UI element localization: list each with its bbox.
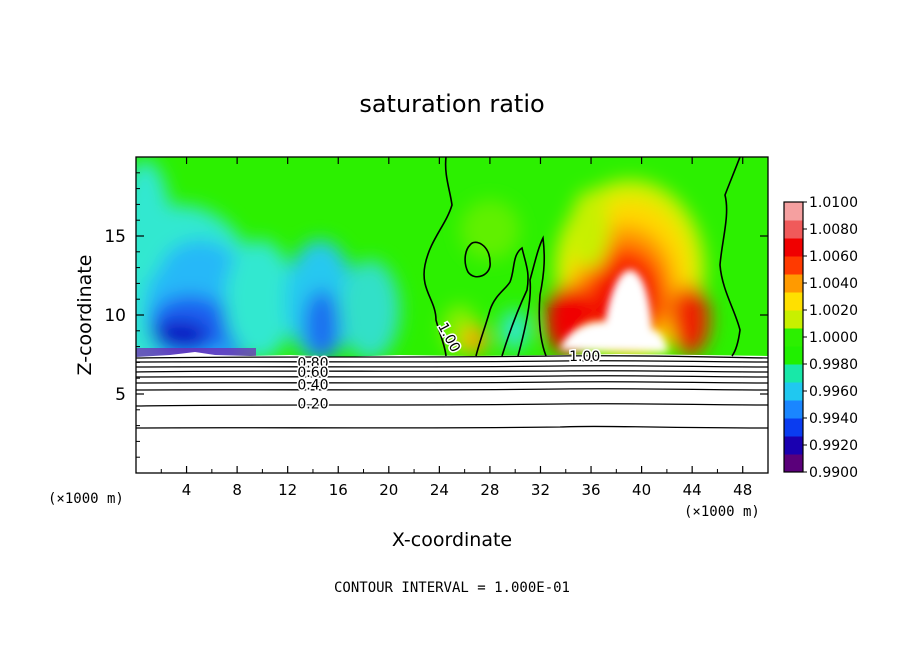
- contour-label: 1.00: [569, 349, 600, 365]
- colorbar-swatch: [784, 346, 803, 365]
- x-axis: 4 8 12 16 20 24 28 32 36 40 44 48: [160, 157, 752, 499]
- contour-lower-lines: [136, 355, 768, 429]
- x-tick-label: 8: [232, 481, 242, 499]
- lower-region: [136, 352, 768, 473]
- colorbar-tick-label: 0.9980: [809, 357, 858, 373]
- colorbar-swatch: [784, 274, 803, 293]
- colorbar-swatch: [784, 310, 803, 329]
- colorbar-tick-label: 1.0000: [809, 330, 858, 346]
- contour-label: 0.20: [297, 396, 328, 412]
- colorbar-swatch: [784, 418, 803, 437]
- x-tick-label: 12: [278, 481, 297, 499]
- y-axis: 5 10 15: [104, 172, 768, 458]
- colorbar-swatch: [784, 256, 803, 275]
- x-tick-label: 4: [182, 481, 192, 499]
- x-tick-label: 24: [430, 481, 449, 499]
- saturation-field: [136, 157, 768, 357]
- colorbar-tick-label: 1.0040: [809, 276, 858, 292]
- y-tick-label: 15: [104, 227, 126, 247]
- x-tick-label: 32: [531, 481, 550, 499]
- colorbar-swatch: [784, 400, 803, 419]
- contour-label: 0.80: [297, 355, 328, 371]
- colorbar-tick-label: 0.9900: [809, 465, 858, 481]
- x-unit-label-right: (×1000 m): [684, 504, 760, 520]
- colorbar-swatch: [784, 382, 803, 401]
- colorbar-swatch: [784, 292, 803, 311]
- colorbar-swatch: [784, 454, 803, 473]
- x-tick-label: 40: [632, 481, 651, 499]
- x-tick-label: 16: [329, 481, 348, 499]
- chart-title: saturation ratio: [359, 90, 544, 118]
- contour-label: 0.40: [297, 378, 328, 394]
- colorbar-tick-label: 1.0080: [809, 222, 858, 238]
- colorbar-tick-label: 1.0020: [809, 303, 858, 319]
- x-tick-label: 44: [683, 481, 702, 499]
- x-tick-label: 48: [733, 481, 752, 499]
- y-axis-label: Z-coordinate: [74, 255, 96, 376]
- colorbar-swatch: [784, 202, 803, 221]
- contour-1.00-lines: [423, 157, 741, 357]
- colorbar-swatch: [784, 238, 803, 257]
- colorbar: 1.0100 1.0080 1.0060 1.0040 1.0020 1.0000 0.99…: [783, 195, 858, 481]
- colorbar-tick-label: 0.9920: [809, 438, 858, 454]
- colorbar-swatch: [784, 364, 803, 383]
- colorbar-swatch: [784, 220, 803, 239]
- colorbar-swatch: [784, 436, 803, 455]
- x-tick-label: 36: [581, 481, 600, 499]
- contour-interval-note: CONTOUR INTERVAL = 1.000E-01: [334, 580, 570, 596]
- y-tick-label: 5: [115, 385, 126, 405]
- x-unit-label-left: (×1000 m): [48, 491, 124, 507]
- colorbar-tick-label: 1.0100: [809, 195, 858, 211]
- y-tick-label: 10: [104, 306, 126, 326]
- colorbar-tick-label: 0.9940: [809, 411, 858, 427]
- x-tick-label: 28: [480, 481, 499, 499]
- x-tick-label: 20: [379, 481, 398, 499]
- contour-label: 0.60: [297, 365, 328, 381]
- x-axis-label: X-coordinate: [392, 529, 512, 551]
- colorbar-swatch: [784, 328, 803, 347]
- colorbar-tick-label: 0.9960: [809, 384, 858, 400]
- colorbar-tick-label: 1.0060: [809, 249, 858, 265]
